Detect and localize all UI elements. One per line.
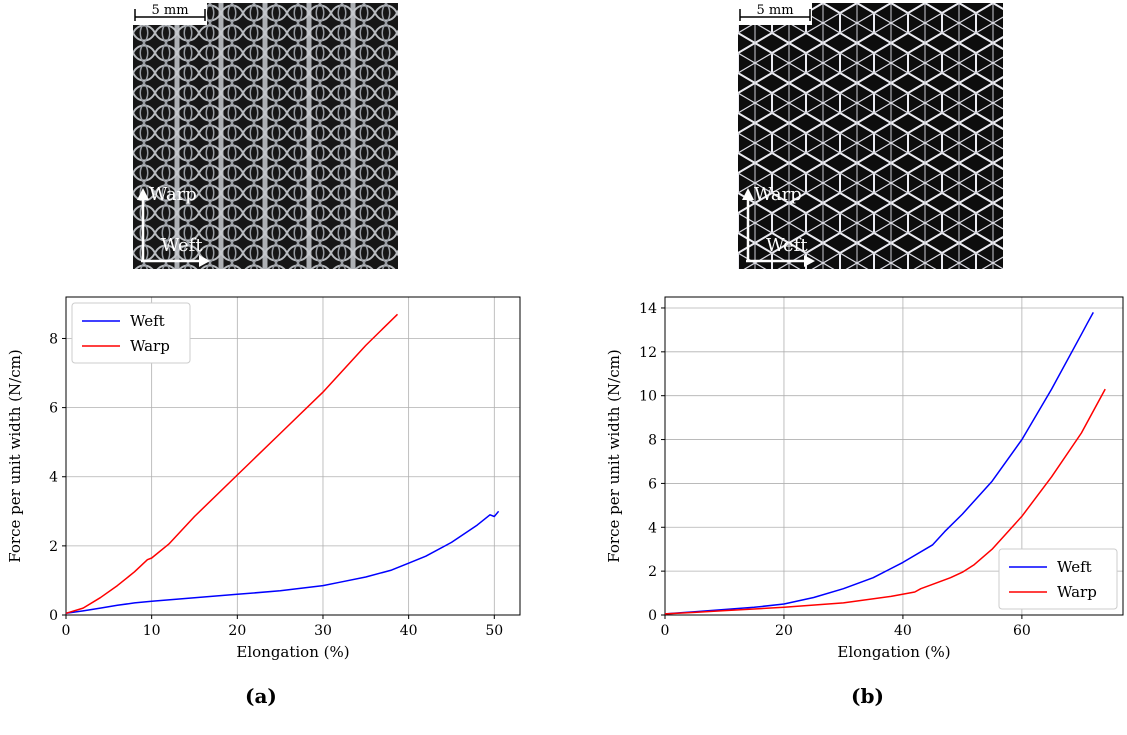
plot-frame: [664, 296, 1124, 616]
series-line-weft: [65, 510, 500, 615]
fabric-photo-b-svg: 5 mm Warp Weft: [738, 3, 1003, 269]
x-axis-label: Elongation (%): [236, 643, 349, 661]
x-tick-label: 40: [400, 623, 418, 639]
legend-box: [998, 548, 1118, 610]
series-line-weft: [664, 312, 1094, 615]
y-tick-label: 4: [648, 520, 657, 536]
warp-direction-label: Warp: [149, 184, 197, 205]
subfigure-label-a: (a): [245, 684, 277, 708]
chart-b: 0 20 40 60 0 2 4 6 8 10 12 14 Elongation (%) Force pe…: [605, 296, 1124, 661]
y-tick-label: 2: [49, 539, 58, 555]
series-line-warp: [664, 388, 1106, 615]
scale-bar-label: 5 mm: [151, 3, 188, 18]
plot-frame: [65, 296, 521, 616]
y-tick-label: 4: [49, 470, 58, 486]
weft-direction-label: Weft: [161, 235, 203, 256]
axis-arrows-b: [742, 188, 815, 267]
panel-b: 5 mm Warp Weft 0 20 40 60 0 2 4 6 8 10 12 14 Elongat…: [563, 0, 1126, 735]
scale-bar-box: [133, 3, 207, 25]
weft-direction-label: Weft: [766, 235, 808, 256]
legend-label-warp: Warp: [1057, 583, 1097, 601]
x-tick-label: 10: [143, 623, 161, 639]
y-tick-label: 6: [648, 476, 657, 492]
x-tick-label: 0: [62, 623, 71, 639]
legend: Weft Warp: [71, 302, 191, 364]
warp-direction-label: Warp: [754, 184, 802, 205]
y-tick-label: 14: [639, 301, 657, 317]
axis-arrows-a: [137, 188, 210, 267]
y-tick-label: 0: [49, 608, 58, 624]
y-tick-label: 0: [648, 608, 657, 624]
panel-a: 5 mm Warp Weft 0 10 20 30 40 50 0 2 4 6 8 Elongatio…: [0, 0, 563, 735]
y-tick-label: 2: [648, 564, 657, 580]
scale-bar-label: 5 mm: [756, 3, 793, 18]
scale-bar-box: [738, 3, 812, 25]
legend-label-weft: Weft: [130, 312, 165, 330]
subfigure-label-b: (b): [851, 684, 884, 708]
legend: Weft Warp: [998, 548, 1118, 610]
y-tick-label: 8: [648, 433, 657, 449]
legend-label-warp: Warp: [130, 337, 170, 355]
legend-label-weft: Weft: [1057, 558, 1092, 576]
x-tick-label: 0: [661, 623, 670, 639]
y-tick-label: 6: [49, 401, 58, 417]
legend-box: [71, 302, 191, 364]
x-tick-label: 60: [1013, 623, 1031, 639]
x-axis-label: Elongation (%): [837, 643, 950, 661]
x-tick-label: 50: [485, 623, 503, 639]
fabric-photo-b: 5 mm Warp Weft: [738, 3, 1003, 269]
y-tick-label: 8: [49, 331, 58, 347]
x-tick-label: 20: [228, 623, 246, 639]
y-tick-label: 12: [639, 345, 657, 361]
fabric-photo-a-svg: 5 mm Warp Weft: [133, 3, 398, 269]
fabric-photo-a: 5 mm Warp Weft: [133, 3, 398, 269]
y-axis-label: Force per unit width (N/cm): [6, 349, 24, 562]
chart-a: 0 10 20 30 40 50 0 2 4 6 8 Elongation (%) Force per …: [6, 296, 521, 661]
x-tick-label: 40: [894, 623, 912, 639]
x-tick-label: 30: [314, 623, 332, 639]
y-tick-label: 10: [639, 389, 657, 405]
series-line-warp: [65, 313, 399, 615]
x-tick-label: 20: [775, 623, 793, 639]
y-axis-label: Force per unit width (N/cm): [605, 349, 623, 562]
